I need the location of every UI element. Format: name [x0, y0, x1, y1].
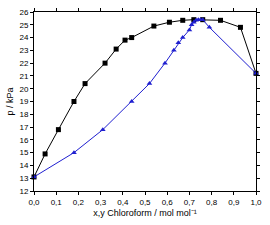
svg-text:0,4: 0,4 [117, 198, 129, 207]
svg-text:19: 19 [19, 97, 28, 106]
svg-text:0,8: 0,8 [206, 198, 218, 207]
svg-text:18: 18 [19, 110, 28, 119]
svg-text:0,3: 0,3 [95, 198, 107, 207]
svg-text:15: 15 [19, 148, 28, 157]
svg-text:0,6: 0,6 [162, 198, 174, 207]
svg-text:20: 20 [19, 85, 28, 94]
svg-text:0,9: 0,9 [228, 198, 240, 207]
svg-text:17: 17 [19, 123, 28, 132]
svg-text:p / kPa: p / kPa [5, 87, 15, 115]
svg-text:24: 24 [19, 33, 28, 42]
svg-text:13: 13 [19, 174, 28, 183]
svg-text:12: 12 [19, 187, 28, 196]
svg-text:22: 22 [19, 59, 28, 68]
svg-text:26: 26 [19, 8, 28, 17]
svg-text:1,0: 1,0 [250, 198, 262, 207]
svg-text:25: 25 [19, 21, 28, 30]
svg-text:14: 14 [19, 161, 28, 170]
svg-text:0,2: 0,2 [73, 198, 85, 207]
svg-text:x,y Chloroform / mol mol⁻¹: x,y Chloroform / mol mol⁻¹ [93, 208, 197, 218]
svg-text:0,7: 0,7 [184, 198, 196, 207]
svg-text:0,5: 0,5 [139, 198, 151, 207]
svg-text:0,0: 0,0 [28, 198, 40, 207]
svg-text:16: 16 [19, 136, 28, 145]
svg-text:23: 23 [19, 46, 28, 55]
svg-text:21: 21 [19, 72, 28, 81]
svg-text:0,1: 0,1 [51, 198, 63, 207]
